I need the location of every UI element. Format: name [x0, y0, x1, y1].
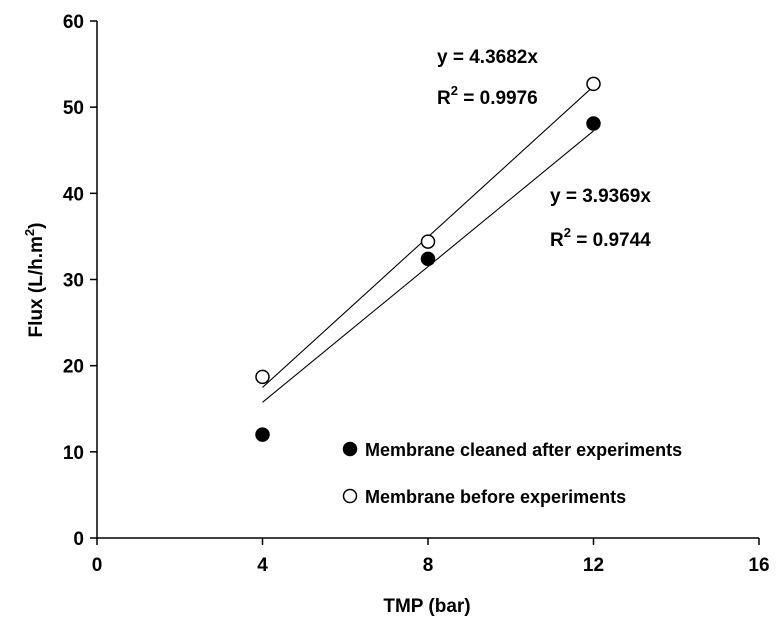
data-point-before	[420, 234, 436, 249]
y-tick-label: 20	[63, 357, 84, 378]
y-axis-title: Flux (L/h.m2)	[22, 223, 47, 338]
y-tick-label: 60	[63, 12, 84, 33]
legend-label-cleaned: Membrane cleaned after experiments	[365, 440, 682, 460]
y-tick-label: 10	[63, 443, 84, 464]
y-tick-label: 30	[63, 271, 84, 292]
x-tick-label: 16	[748, 555, 769, 576]
r2-cleaned: R2 = 0.9744	[550, 225, 651, 251]
legend-marker-before	[342, 488, 358, 504]
y-tick-label: 50	[63, 98, 84, 119]
x-tick-label: 12	[583, 555, 604, 576]
legend: Membrane cleaned after experiments Membr…	[342, 440, 682, 507]
x-axis-title: TMP (bar)	[383, 596, 470, 617]
data-point-before	[255, 369, 270, 385]
legend-marker-cleaned	[342, 441, 358, 457]
x-tick-label: 4	[257, 555, 268, 576]
legend-label-before: Membrane before experiments	[365, 487, 626, 507]
equation-cleaned: y = 3.9369x	[550, 186, 651, 207]
axes: 0 10 20 30 40 50 60 0 4 8 12 16	[63, 12, 770, 576]
data-point-before	[586, 76, 601, 92]
data-point-cleaned	[255, 427, 270, 442]
data-point-cleaned	[586, 116, 601, 131]
x-tick-label: 8	[423, 555, 434, 576]
data-point-cleaned	[420, 251, 436, 267]
equation-before: y = 4.3682x	[437, 47, 538, 68]
r2-before: R2 = 0.9976	[437, 83, 538, 109]
y-tick-label: 0	[73, 529, 84, 550]
x-tick-label: 0	[92, 555, 103, 576]
y-tick-label: 40	[63, 184, 84, 205]
trendline-cleaned	[262, 130, 594, 403]
data-points	[255, 76, 601, 442]
